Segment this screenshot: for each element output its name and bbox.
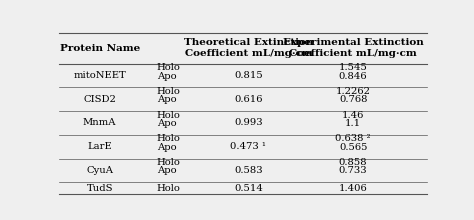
Text: 0.993: 0.993	[234, 118, 263, 127]
Text: 0.638 ²: 0.638 ²	[335, 134, 371, 143]
Text: MnmA: MnmA	[83, 118, 117, 127]
Text: 0.583: 0.583	[234, 166, 263, 175]
Text: Holo: Holo	[156, 111, 181, 120]
Text: 0.733: 0.733	[339, 167, 367, 176]
Text: Apo: Apo	[156, 167, 176, 176]
Text: Holo: Holo	[156, 63, 181, 72]
Text: 0.768: 0.768	[339, 95, 367, 104]
Text: 0.473 ¹: 0.473 ¹	[230, 142, 266, 151]
Text: 1.2262: 1.2262	[336, 87, 371, 96]
Text: Experimental Extinction
Coefficient mL/mg·cm: Experimental Extinction Coefficient mL/m…	[283, 38, 423, 59]
Text: Apo: Apo	[156, 95, 176, 104]
Text: 1.406: 1.406	[339, 184, 367, 193]
Text: mitoNEET: mitoNEET	[73, 71, 126, 80]
Text: Apo: Apo	[156, 119, 176, 128]
Text: Holo: Holo	[156, 184, 181, 193]
Text: 1.1: 1.1	[345, 119, 361, 128]
Text: CyuA: CyuA	[86, 166, 113, 175]
Text: Holo: Holo	[156, 158, 181, 167]
Text: Holo: Holo	[156, 87, 181, 96]
Text: 0.565: 0.565	[339, 143, 367, 152]
Text: Protein Name: Protein Name	[60, 44, 140, 53]
Text: Theoretical Extinction
Coefficient mL/mg·cm: Theoretical Extinction Coefficient mL/mg…	[184, 38, 313, 59]
Text: 0.815: 0.815	[234, 71, 263, 80]
Text: 0.514: 0.514	[234, 184, 263, 193]
Text: Apo: Apo	[156, 72, 176, 81]
Text: 1.46: 1.46	[342, 111, 365, 120]
Text: LarE: LarE	[87, 142, 112, 151]
Text: 0.846: 0.846	[339, 72, 367, 81]
Text: Holo: Holo	[156, 134, 181, 143]
Text: 0.858: 0.858	[339, 158, 367, 167]
Text: TudS: TudS	[86, 184, 113, 193]
Text: 1.545: 1.545	[339, 63, 367, 72]
Text: CISD2: CISD2	[83, 95, 116, 104]
Text: Apo: Apo	[156, 143, 176, 152]
Text: 0.616: 0.616	[234, 95, 263, 104]
